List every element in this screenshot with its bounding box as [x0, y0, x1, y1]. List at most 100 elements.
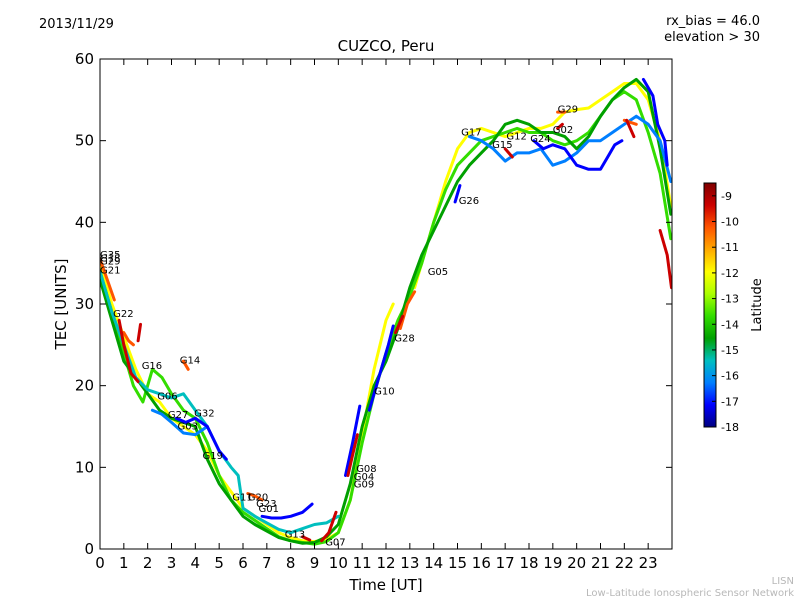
satellite-label: G29: [100, 257, 120, 268]
series-line: [320, 510, 338, 543]
colorbar-tick-label: -9: [721, 190, 732, 203]
series-line: [174, 416, 228, 461]
series-line: [181, 359, 190, 371]
series-line: [641, 77, 669, 167]
x-tick-label: 8: [286, 554, 296, 572]
satellite-label: G12: [506, 132, 526, 143]
series-line: [136, 322, 142, 343]
satellite-label: G23: [256, 499, 276, 510]
series-line: [260, 502, 314, 520]
satellite-label: G14: [180, 355, 200, 366]
satellite-label: G29: [558, 105, 578, 116]
x-tick-label: 17: [496, 554, 515, 572]
satellite-label: G18: [100, 253, 120, 264]
x-tick-label: 2: [143, 554, 153, 572]
x-tick-label: 6: [238, 554, 248, 572]
series-line: [100, 269, 340, 535]
chart-title: CUZCO, Peru: [337, 37, 435, 55]
satellite-label: G27: [168, 410, 188, 421]
satellite-label: G02: [553, 125, 573, 136]
x-tick-label: 12: [376, 554, 395, 572]
series-line: [301, 535, 312, 542]
satellite-label: G07: [325, 538, 345, 549]
series-line: [100, 77, 672, 545]
x-tick-label: 1: [119, 554, 129, 572]
satellite-label: G03: [178, 422, 198, 433]
series-line: [344, 404, 362, 477]
x-tick-label: 13: [400, 554, 419, 572]
y-tick-label: 30: [75, 295, 94, 313]
y-tick-label: 50: [75, 132, 94, 150]
colorbar-tick-label: -11: [721, 241, 739, 254]
y-tick-label: 20: [75, 377, 94, 395]
colorbar-tick-label: -14: [721, 318, 739, 331]
lisn-label: LISN: [771, 576, 794, 587]
series-line: [150, 408, 209, 437]
y-axis-label: TEC [UNITS]: [52, 259, 70, 351]
satellite-label: G04: [354, 472, 374, 483]
satellite-label: G21: [100, 266, 120, 277]
series-line: [503, 147, 514, 159]
satellite-label: G05: [428, 267, 448, 278]
x-tick-label: 16: [472, 554, 491, 572]
series-line: [100, 257, 116, 302]
series-line: [413, 82, 672, 290]
series-line: [532, 139, 624, 171]
colorbar-tick-label: -15: [721, 344, 739, 357]
satellite-label: G22: [113, 309, 133, 320]
satellite-label: G32: [194, 408, 214, 419]
y-tick-label: 60: [75, 50, 94, 68]
series-line: [625, 118, 636, 139]
x-tick-label: 7: [262, 554, 272, 572]
series-line: [346, 433, 359, 477]
colorbar-tick-label: -16: [721, 370, 739, 383]
series-line: [117, 318, 140, 384]
satellite-label: G15: [492, 140, 512, 151]
satellite-label: G06: [157, 391, 177, 402]
satellite-label: G19: [203, 451, 223, 462]
x-tick-label: 9: [310, 554, 320, 572]
satellite-label: G10: [374, 386, 394, 397]
series-line: [556, 122, 564, 130]
network-label: Low-Latitude Ionospheric Sensor Network: [586, 588, 794, 599]
series-line: [394, 314, 405, 335]
satellite-label: G28: [394, 333, 414, 344]
x-tick-label: 11: [353, 554, 372, 572]
colorbar-tick-label: -10: [721, 216, 739, 229]
colorbar-gradient: [703, 182, 717, 428]
x-tick-label: 23: [639, 554, 658, 572]
date-label: 2013/11/29: [39, 17, 114, 32]
x-tick-label: 21: [591, 554, 610, 572]
colorbar-tick-label: -18: [721, 421, 739, 434]
satellite-label: G09: [354, 480, 374, 491]
rx-bias-label: rx_bias = 46.0: [666, 14, 760, 29]
x-tick-label: 10: [329, 554, 348, 572]
satellite-label: G24: [530, 134, 550, 145]
x-tick-label: 0: [95, 554, 105, 572]
elevation-label: elevation > 30: [664, 30, 760, 45]
satellite-label: G26: [459, 196, 479, 207]
y-tick-label: 0: [84, 540, 94, 558]
satellite-label: G17: [461, 128, 481, 139]
colorbar-ticks: -9 -10 -11 -12 -13 -14 -15 -16 -17 -18: [712, 190, 739, 434]
x-tick-label: 14: [424, 554, 443, 572]
satellite-label: G01: [259, 504, 279, 515]
x-axis-label: Time [UT]: [348, 576, 422, 594]
satellite-label: G08: [356, 464, 376, 475]
satellite-label: G16: [142, 361, 162, 372]
x-tick-label: 15: [448, 554, 467, 572]
series-line: [398, 290, 417, 330]
satellite-label: G35: [100, 250, 120, 261]
x-axis: 0 1 2 3 4 5 6 7 8 9 10 11 12 13 14 15 16 17 18 19 20 21 22 23: [95, 59, 658, 572]
colorbar-tick-label: -13: [721, 293, 739, 306]
footer-credit: LISN Low-Latitude Ionospheric Sensor Net…: [586, 576, 794, 600]
x-tick-label: 4: [191, 554, 201, 572]
colorbar: -9 -10 -11 -12 -13 -14 -15 -16 -17 -18 Latitude: [703, 182, 765, 434]
series-line: [100, 90, 672, 546]
y-axis: 0 10 20 30 40 50 60: [75, 50, 672, 558]
colorbar-label: Latitude: [750, 278, 765, 332]
parameters-label: rx_bias = 46.0 elevation > 30: [664, 14, 760, 46]
satellite-label: G11: [232, 493, 252, 504]
